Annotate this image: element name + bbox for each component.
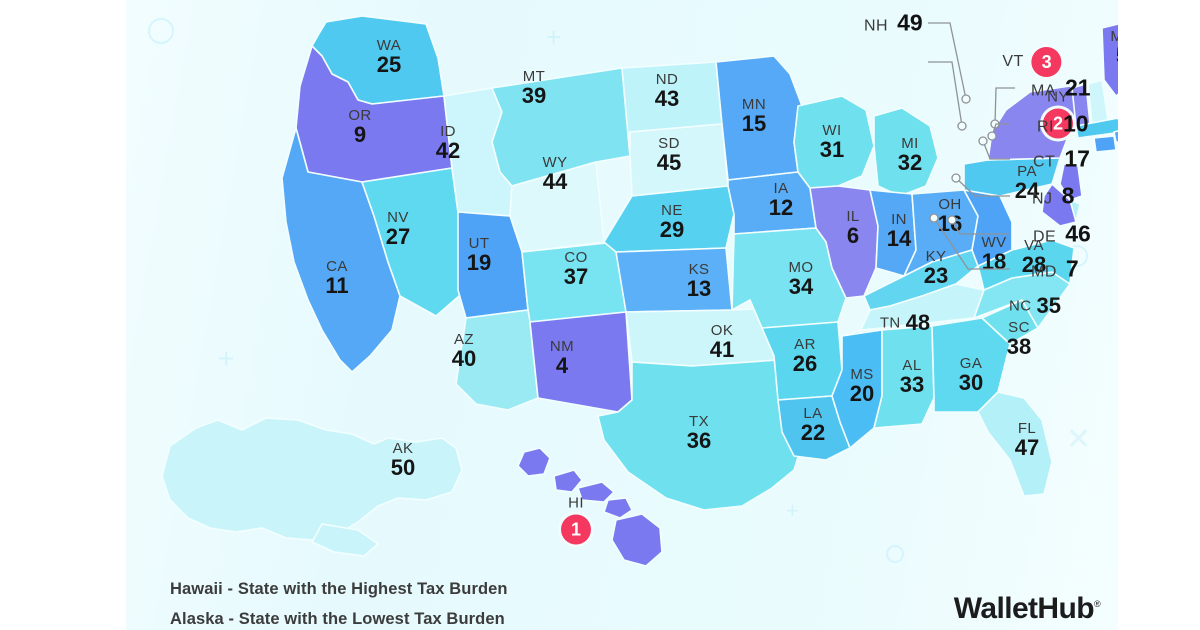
state-shape-wi bbox=[793, 95, 875, 189]
footnote-highest: Hawaii - State with the Highest Tax Burd… bbox=[170, 580, 508, 598]
state-shape-al bbox=[873, 325, 935, 429]
state-shape-nj bbox=[1059, 163, 1083, 201]
state-shape-va bbox=[977, 239, 1075, 291]
state-shape-hi bbox=[517, 447, 551, 477]
state-shape-ok bbox=[625, 307, 779, 367]
state-shape-pa bbox=[963, 157, 1061, 197]
state-shape-hi bbox=[603, 497, 633, 519]
state-shape-ne bbox=[603, 185, 735, 253]
state-shape-ks bbox=[615, 247, 733, 313]
state-shape-mi bbox=[873, 107, 939, 197]
footnote-lowest: Alaska - State with the Lowest Tax Burde… bbox=[170, 610, 505, 628]
state-shape-me bbox=[1101, 23, 1118, 97]
state-shape-fl bbox=[977, 391, 1053, 497]
wallethub-logo: WalletHub® bbox=[953, 592, 1101, 626]
logo-registered-mark: ® bbox=[1093, 599, 1101, 609]
state-shape-ak bbox=[311, 523, 379, 557]
state-shape-ct bbox=[1093, 135, 1117, 153]
state-shape-hi bbox=[577, 481, 615, 503]
state-shape-sd bbox=[629, 123, 729, 197]
state-shape-nh bbox=[1087, 79, 1109, 125]
us-states-choropleth bbox=[161, 15, 1118, 567]
state-shape-ma bbox=[1075, 117, 1118, 139]
state-shape-tn bbox=[841, 283, 985, 371]
state-shape-co bbox=[521, 241, 627, 323]
state-shape-ak bbox=[161, 417, 463, 541]
us-map-area: + + ✕ + AL 33 AK 50 AZ 40 AR 26 CA 11 CO 37 FL 47 GA 30… bbox=[126, 0, 1118, 630]
state-shape-mt bbox=[491, 67, 631, 187]
state-shape-az bbox=[455, 309, 539, 411]
state-shape-ny bbox=[987, 85, 1085, 161]
state-shape-hi bbox=[611, 513, 663, 567]
state-shape-ia bbox=[727, 171, 817, 235]
state-shape-md bbox=[1041, 183, 1077, 227]
logo-text: WalletHub bbox=[953, 592, 1095, 625]
state-shape-vt bbox=[1071, 83, 1091, 127]
state-shape-mn bbox=[715, 55, 803, 181]
state-shape-ri bbox=[1113, 130, 1118, 143]
state-shape-nm bbox=[529, 311, 633, 413]
state-shape-hi bbox=[553, 469, 583, 493]
